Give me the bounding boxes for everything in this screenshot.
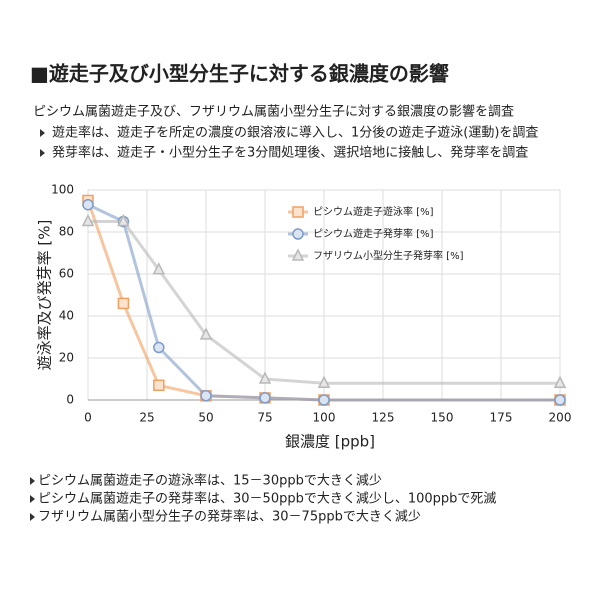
legend-marker xyxy=(292,206,304,218)
x-tick-label: 175 xyxy=(490,411,513,425)
x-tick-label: 25 xyxy=(139,411,154,425)
intro: ピシウム属菌遊走子及び、フザリウム属菌小型分生子に対する銀濃度の影響を調査 xyxy=(33,104,514,120)
y-axis-title: 遊泳率及び発芽率 [%] xyxy=(36,220,54,371)
y-tick-label: 40 xyxy=(59,309,74,323)
marker xyxy=(117,213,130,227)
marker xyxy=(553,375,567,388)
legend-marker xyxy=(292,228,304,240)
marker xyxy=(317,375,331,388)
marker xyxy=(82,198,94,211)
legend-label: ピシウム遊走子遊泳率 [%] xyxy=(313,205,434,218)
y-tick-label: 60 xyxy=(59,267,74,281)
x-axis-title: 銀濃度 [ppb] xyxy=(285,433,375,451)
bullet-icon xyxy=(40,149,45,157)
bullet-icon xyxy=(30,477,35,485)
marker xyxy=(258,371,272,384)
x-tick-label: 50 xyxy=(198,411,213,425)
note: ピシウム属菌遊走子の発芽率は、30－50ppbで大きく減少し、100ppbで死滅 xyxy=(38,491,496,507)
y-tick-label: 0 xyxy=(66,393,74,407)
x-tick-label: 0 xyxy=(84,411,92,425)
marker xyxy=(259,392,271,404)
bullet: 遊走率は、遊走子を所定の濃度の銀溶液に導入し、1分後の遊走子遊泳(運動)を調査 xyxy=(52,125,538,141)
bullet-icon xyxy=(30,513,35,521)
slide-title: ■遊走子及び小型分生子に対する銀濃度の影響 xyxy=(30,62,449,86)
marker xyxy=(153,379,165,392)
bullet-icon xyxy=(40,129,45,137)
y-tick-label: 80 xyxy=(59,225,74,239)
marker xyxy=(153,341,165,354)
legend-marker xyxy=(291,248,305,261)
marker xyxy=(199,327,213,340)
marker xyxy=(318,394,330,406)
x-tick-label: 75 xyxy=(257,411,272,425)
y-tick-label: 20 xyxy=(59,351,74,365)
marker xyxy=(152,262,166,275)
bullet-icon xyxy=(30,495,35,503)
x-tick-label: 200 xyxy=(549,411,572,425)
note: フザリウム属菌小型分生子の発芽率は、30－75ppbで大きく減少 xyxy=(38,509,421,525)
y-tick-label: 100 xyxy=(51,183,74,197)
x-tick-label: 100 xyxy=(313,411,336,425)
marker xyxy=(200,390,212,402)
marker xyxy=(117,297,130,310)
note: ピシウム属菌遊走子の遊泳率は、15－30ppbで大きく減少 xyxy=(38,473,382,489)
bullet: 発芽率は、遊走子・小型分生子を3分間処理後、選択培地に接触し、発芽率を調査 xyxy=(52,145,528,161)
marker xyxy=(81,213,95,227)
x-tick-label: 125 xyxy=(372,411,395,425)
x-tick-label: 150 xyxy=(431,411,454,425)
marker xyxy=(554,394,566,406)
legend-label: ピシウム遊走子発芽率 [%] xyxy=(313,227,434,240)
legend-label: フザリウム小型分生子発芽率 [%] xyxy=(313,249,464,262)
